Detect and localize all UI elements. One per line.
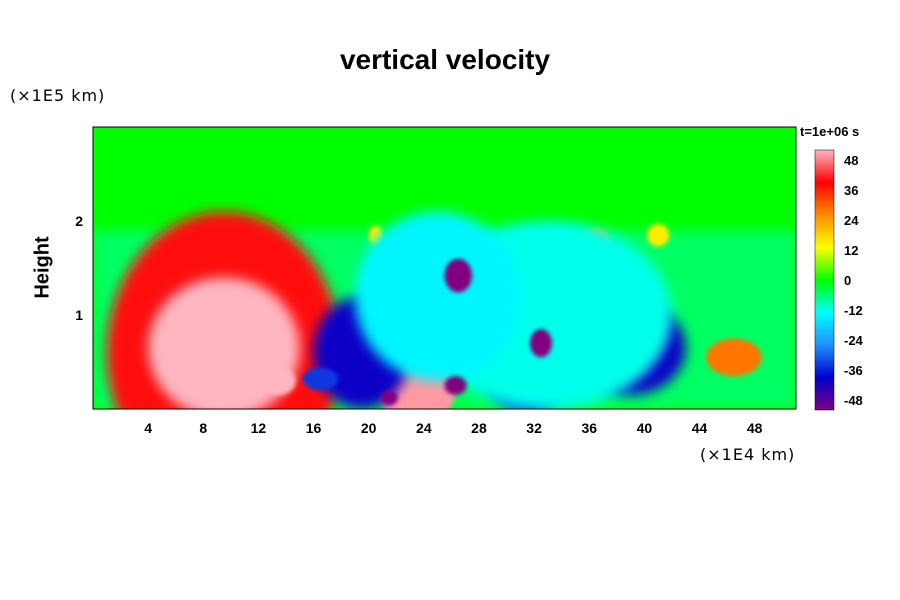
x-tick-label: 28 — [471, 420, 487, 436]
x-unit-label: (×1E4 km) — [700, 445, 796, 464]
colorbar-tick-label: 36 — [844, 183, 858, 198]
x-tick-label: 12 — [251, 420, 267, 436]
velocity-cell — [444, 258, 473, 293]
x-tick-label: 24 — [416, 420, 432, 436]
y-tick-label: 1 — [75, 307, 83, 323]
plot-frame — [92, 126, 797, 410]
colorbar-tick-label: -36 — [844, 363, 863, 378]
time-label: t=1e+06 s — [800, 124, 860, 139]
colorbar-scale — [814, 149, 835, 411]
velocity-cell — [354, 211, 521, 381]
chart-title: vertical velocity — [339, 44, 551, 75]
x-tick-label: 48 — [747, 420, 763, 436]
velocity-cell — [148, 277, 300, 409]
colorbar-tick-label: 24 — [844, 213, 859, 228]
colorbar-tick-label: -48 — [844, 393, 863, 408]
y-tick-label: 2 — [75, 213, 83, 229]
x-axis: 4 8 12 16 20 24 28 32 36 40 44 48 — [144, 420, 762, 436]
velocity-cell — [529, 329, 553, 358]
plot-area — [93, 127, 796, 409]
x-tick-label: 16 — [306, 420, 322, 436]
colorbar-tick-label: 0 — [844, 273, 851, 288]
velocity-cell — [444, 376, 467, 395]
x-tick-label: 8 — [199, 420, 207, 436]
velocity-cell — [381, 390, 398, 406]
velocity-cell — [706, 338, 762, 377]
velocity-cell — [647, 223, 670, 247]
colorbar-tick-label: -24 — [844, 333, 864, 348]
colorbar: 48 36 24 12 0 -12 -24 -36 -48 — [814, 149, 864, 411]
x-tick-label: 36 — [581, 420, 597, 436]
velocity-cell — [302, 367, 339, 391]
x-tick-label: 20 — [361, 420, 377, 436]
colorbar-tick-label: 12 — [844, 243, 858, 258]
velocity-cell — [262, 366, 296, 395]
x-tick-label: 40 — [637, 420, 653, 436]
x-tick-label: 32 — [526, 420, 542, 436]
colorbar-tick-label: 48 — [844, 153, 858, 168]
x-tick-label: 44 — [692, 420, 708, 436]
y-axis: 12 — [75, 213, 83, 323]
y-unit-label: (×1E5 km) — [10, 86, 106, 105]
x-tick-label: 4 — [144, 420, 152, 436]
colorbar-tick-label: -12 — [844, 303, 863, 318]
